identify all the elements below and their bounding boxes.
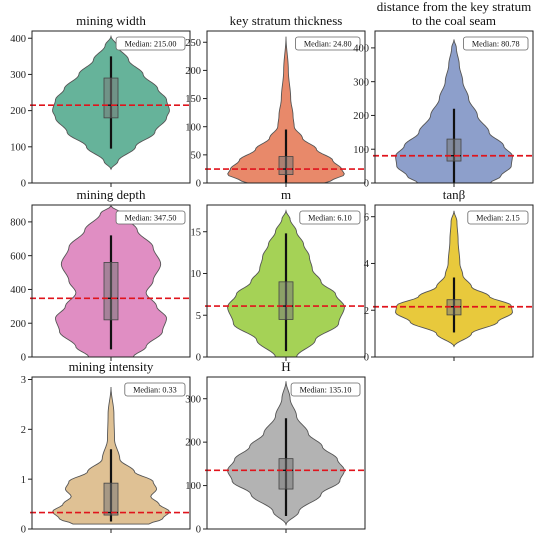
subplot-mining-intensity: 0 1 2 3 mining intensity Median: 0.33 xyxy=(21,359,192,536)
median-label: Median: 0.33 xyxy=(133,385,177,394)
y-tick-label: 200 xyxy=(353,111,369,122)
y-tick-label: 400 xyxy=(10,34,26,45)
median-label-box xyxy=(290,382,361,397)
subplot-title: m xyxy=(281,187,291,202)
y-tick-label: 0 xyxy=(21,353,26,364)
subplot-title: mining width xyxy=(76,13,146,28)
iqr-box xyxy=(278,458,294,490)
y-tick-label: 5 xyxy=(196,311,201,322)
iqr-box xyxy=(103,77,119,119)
y-tick-label: 50 xyxy=(191,150,202,161)
subplot-m: 0 5 10 15 m Median: 6.10 xyxy=(191,187,367,364)
y-tick-label: 3 xyxy=(21,375,26,386)
y-tick-label: 200 xyxy=(10,319,26,330)
y-tick-label: 300 xyxy=(185,394,201,405)
y-tick-label: 200 xyxy=(185,66,201,77)
y-tick-label: 100 xyxy=(185,481,201,492)
median-label: Median: 347.50 xyxy=(125,213,177,222)
y-tick-label: 2 xyxy=(21,425,26,436)
subplot-title: mining intensity xyxy=(69,359,154,374)
y-tick-label: 0 xyxy=(196,353,201,364)
iqr-box xyxy=(103,262,119,321)
y-tick-label: 300 xyxy=(10,70,26,81)
subplot-title: mining depth xyxy=(77,187,146,202)
y-tick-label: 250 xyxy=(185,38,201,49)
median-label-box xyxy=(299,210,361,225)
y-tick-label: 0 xyxy=(196,179,201,190)
subplot-h: 0 100 200 300 H Median: 135.10 xyxy=(185,359,367,536)
y-tick-label: 400 xyxy=(353,43,369,54)
y-tick-label: 4 xyxy=(364,259,370,270)
iqr-box xyxy=(446,138,462,162)
y-tick-label: 0 xyxy=(364,179,369,190)
y-tick-label: 2 xyxy=(364,306,369,317)
median-label-box xyxy=(467,210,529,225)
median-label: Median: 80.78 xyxy=(472,39,520,48)
median-label: Median: 2.15 xyxy=(476,213,520,222)
y-tick-label: 0 xyxy=(364,353,369,364)
subplot-title: tanβ xyxy=(443,187,466,202)
iqr-box xyxy=(103,482,119,516)
median-label-box xyxy=(124,382,186,397)
subplot-tan-: 0 2 4 6 tanβ Median: 2.15 xyxy=(364,187,535,364)
subplot-mining-depth: 0 200 400 600 800 mining depth Median: 347.50 xyxy=(10,187,192,364)
subplot-title: distance from the key stratum to the coal… xyxy=(377,0,532,28)
y-tick-label: 0 xyxy=(196,525,201,536)
y-tick-label: 200 xyxy=(185,438,201,449)
median-label: Median: 135.10 xyxy=(300,385,352,394)
median-label-box xyxy=(115,210,186,225)
median-label-box xyxy=(463,36,529,51)
subplot-title: H xyxy=(281,359,290,374)
median-label: Median: 6.10 xyxy=(308,213,352,222)
subplot-title: key stratum thickness xyxy=(230,13,343,28)
median-label: Median: 215.00 xyxy=(125,39,177,48)
median-label-box xyxy=(115,36,186,51)
subplot-mining-width: 0 100 200 300 400 mining width Median: 215.00 xyxy=(10,13,192,190)
y-tick-label: 800 xyxy=(10,217,26,228)
y-tick-label: 100 xyxy=(353,145,369,156)
y-tick-label: 150 xyxy=(185,94,201,105)
iqr-box xyxy=(278,156,294,175)
y-tick-label: 300 xyxy=(353,77,369,88)
median-label-box xyxy=(295,36,361,51)
y-tick-label: 1 xyxy=(21,475,26,486)
subplot-distance-from-the-key-stratum-to-the-coal-seam: 0 100 200 300 400 distance from the key strat… xyxy=(353,0,535,190)
y-tick-label: 400 xyxy=(10,285,26,296)
median-label: Median: 24.80 xyxy=(304,39,352,48)
y-tick-label: 100 xyxy=(10,142,26,153)
y-tick-label: 200 xyxy=(10,106,26,117)
y-tick-label: 15 xyxy=(191,227,202,238)
iqr-box xyxy=(278,281,294,320)
y-tick-label: 6 xyxy=(364,212,369,223)
y-tick-label: 0 xyxy=(21,179,26,190)
y-tick-label: 100 xyxy=(185,122,201,133)
y-tick-label: 0 xyxy=(21,525,26,536)
y-tick-label: 600 xyxy=(10,251,26,262)
violin-body xyxy=(227,36,345,183)
subplot-key-stratum-thickness: 0 50 100 150 200 250 key stratum thickness Medi… xyxy=(185,13,367,190)
y-tick-label: 10 xyxy=(191,269,202,280)
